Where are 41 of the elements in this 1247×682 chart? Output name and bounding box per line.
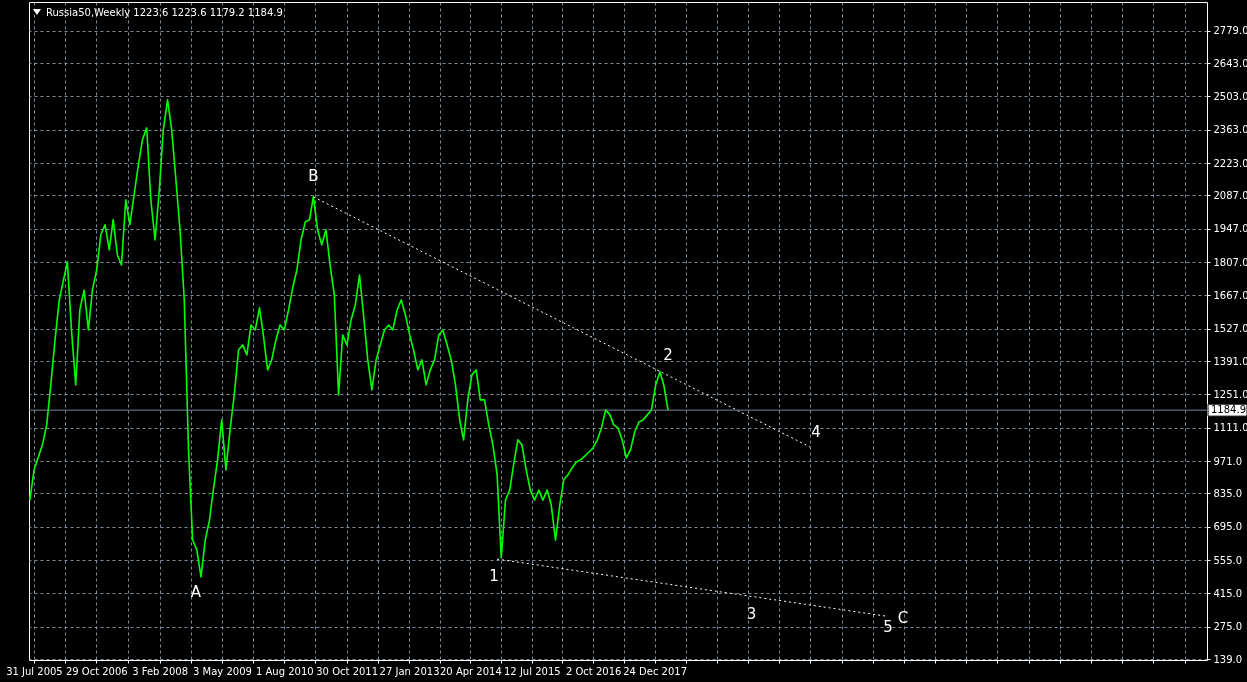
y-tick-label: 2643.0 bbox=[1213, 57, 1247, 69]
annotation: 3 bbox=[746, 605, 757, 624]
y-tick-label: 1947.0 bbox=[1213, 223, 1247, 235]
y-tick-label: 2779.0 bbox=[1213, 25, 1247, 37]
y-tick-label: 139.0 bbox=[1213, 653, 1243, 665]
annotation: C bbox=[897, 608, 909, 627]
x-tick-label: 27 Jan 2013 bbox=[379, 665, 440, 677]
y-tick-label: 1667.0 bbox=[1213, 289, 1247, 301]
y-tick-label: 835.0 bbox=[1213, 487, 1243, 499]
text: Russia50,Weekly 1223.6 1223.6 1179.2 1184.9 bbox=[46, 7, 283, 18]
y-tick-label: 1391.0 bbox=[1213, 355, 1247, 367]
x-tick-label: 31 Jul 2005 bbox=[6, 665, 63, 677]
annotation: 4 bbox=[811, 423, 821, 442]
x-tick-label: 3 May 2009 bbox=[193, 665, 252, 677]
y-tick-label: 2087.0 bbox=[1213, 189, 1247, 201]
y-tick-label: 275.0 bbox=[1213, 621, 1243, 633]
annotation: 1 bbox=[489, 567, 499, 586]
x-tick-label: 30 Oct 2011 bbox=[316, 665, 379, 677]
y-tick-label: 415.0 bbox=[1213, 587, 1243, 599]
x-tick-label: 20 Apr 2014 bbox=[439, 665, 502, 677]
y-tick-label: 2503.0 bbox=[1213, 90, 1247, 102]
x-tick-label: 2 Oct 2016 bbox=[565, 665, 622, 677]
annotation: A bbox=[190, 582, 202, 601]
annotation: 5 bbox=[883, 617, 893, 636]
y-tick-label: 555.0 bbox=[1213, 554, 1243, 566]
x-tick-label: 3 Feb 2008 bbox=[132, 665, 189, 677]
y-tick-label: 1807.0 bbox=[1213, 256, 1247, 268]
ref-line-label: 1184.9 bbox=[1211, 404, 1246, 416]
y-tick-label: 1251.0 bbox=[1213, 388, 1247, 400]
x-tick-label: 29 Oct 2006 bbox=[65, 665, 128, 677]
y-tick-label: 695.0 bbox=[1213, 521, 1243, 533]
x-tick-label: 24 Dec 2017 bbox=[623, 665, 688, 677]
y-tick-label: 971.0 bbox=[1213, 455, 1243, 467]
y-tick-label: 1111.0 bbox=[1213, 422, 1247, 434]
x-tick-label: 1 Aug 2010 bbox=[255, 665, 314, 677]
y-tick-label: 1527.0 bbox=[1213, 323, 1247, 335]
annotation: 2 bbox=[663, 345, 673, 364]
y-tick-label: 2223.0 bbox=[1213, 157, 1247, 169]
x-tick-label: 12 Jul 2015 bbox=[504, 665, 561, 677]
annotation: B bbox=[308, 166, 319, 185]
y-tick-label: 2363.0 bbox=[1213, 124, 1247, 136]
